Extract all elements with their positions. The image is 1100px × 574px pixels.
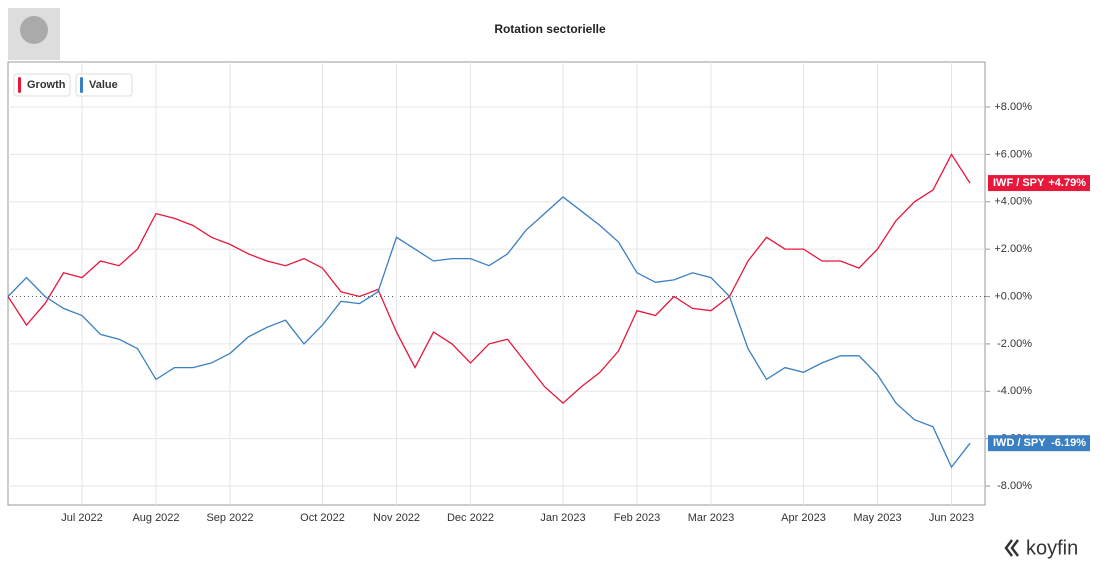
x-tick-label: Mar 2023	[688, 512, 734, 524]
x-tick-label: Jan 2023	[540, 512, 585, 524]
plot-frame	[7, 61, 986, 506]
end-label-box	[988, 175, 1090, 192]
x-tick-label: Aug 2022	[132, 512, 179, 524]
brand: koyfin	[1026, 537, 1078, 559]
x-tick-label: Sep 2022	[206, 512, 253, 524]
legend-label: Value	[89, 79, 118, 91]
series-line	[7, 153, 971, 404]
y-tick-label: +2.00%	[994, 243, 1032, 255]
y-tick-label: +4.00%	[994, 196, 1032, 208]
chart-title: Rotation sectorielle	[494, 22, 606, 36]
y-tick-label: +6.00%	[994, 148, 1032, 160]
end-label: IWD / SPY	[993, 437, 1046, 449]
end-value-label: -6.19%	[1051, 437, 1086, 449]
x-tick-label: May 2023	[853, 512, 901, 524]
legend-box	[75, 73, 133, 97]
avatar-face	[20, 16, 48, 44]
end-value-label: +4.79%	[1048, 177, 1086, 189]
y-tick-label: +8.00%	[994, 101, 1032, 113]
y-tick-label: -8.00%	[997, 480, 1032, 492]
legend-box	[13, 73, 71, 97]
x-tick-label: Feb 2023	[614, 512, 660, 524]
x-tick-label: Oct 2022	[300, 512, 345, 524]
x-tick-label: Apr 2023	[781, 512, 826, 524]
series-line	[7, 196, 971, 469]
brand-logo	[1004, 539, 1019, 557]
y-tick-label: +0.00%	[994, 290, 1032, 302]
legend-swatch	[80, 77, 83, 93]
x-tick-label: Jul 2022	[61, 512, 103, 524]
legend-swatch	[18, 77, 21, 93]
x-tick-label: Nov 2022	[373, 512, 420, 524]
y-tick-label: -2.00%	[997, 338, 1032, 350]
x-tick-label: Dec 2022	[447, 512, 494, 524]
end-label: IWF / SPY	[993, 177, 1045, 189]
x-tick-label: Jun 2023	[929, 512, 974, 524]
y-tick-label: -4.00%	[997, 385, 1032, 397]
end-label-box	[988, 435, 1090, 452]
legend-label: Growth	[27, 79, 66, 91]
